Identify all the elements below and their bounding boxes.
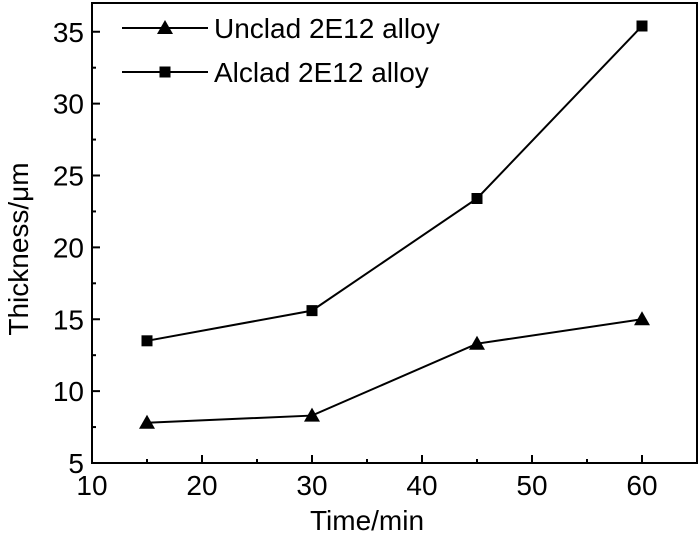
data-point xyxy=(141,335,153,347)
legend-label: Unclad 2E12 alloy xyxy=(214,13,440,44)
y-tick-label: 30 xyxy=(53,89,84,120)
series-alclad xyxy=(141,20,648,347)
y-tick-label: 35 xyxy=(53,17,84,48)
plot-frame xyxy=(91,2,698,464)
data-point xyxy=(634,311,650,326)
data-point xyxy=(471,193,483,204)
y-tick-label: 15 xyxy=(53,304,84,335)
plot-area xyxy=(91,2,698,464)
data-point xyxy=(636,20,648,32)
x-tick-label: 30 xyxy=(296,470,327,501)
data-point xyxy=(469,335,485,350)
legend-marker xyxy=(157,20,173,34)
legend: Unclad 2E12 alloy Alclad 2E12 alloy xyxy=(122,13,440,88)
x-axis-label: Time/min xyxy=(310,505,424,536)
x-tick-label: 50 xyxy=(516,470,547,501)
legend-item: Alclad 2E12 alloy xyxy=(122,57,429,88)
series-line xyxy=(146,25,643,342)
x-tick-label: 20 xyxy=(186,470,217,501)
y-axis-ticks: 5 10 15 20 25 30 35 xyxy=(53,17,100,479)
series-layer xyxy=(139,20,650,429)
series-line xyxy=(146,318,643,424)
x-tick-label: 10 xyxy=(76,470,107,501)
data-point xyxy=(306,305,318,317)
x-tick-label: 60 xyxy=(626,470,657,501)
data-point xyxy=(139,414,155,429)
legend-label: Alclad 2E12 alloy xyxy=(214,57,429,88)
legend-marker xyxy=(159,66,171,78)
y-axis-label: Thickness/μm xyxy=(3,162,34,335)
x-axis-ticks: 10 20 30 40 50 60 xyxy=(76,455,658,501)
y-tick-label: 20 xyxy=(53,232,84,263)
legend-item: Unclad 2E12 alloy xyxy=(122,13,440,44)
x-tick-label: 40 xyxy=(406,470,437,501)
y-tick-label: 10 xyxy=(53,376,84,407)
data-point xyxy=(304,407,320,422)
y-tick-label: 5 xyxy=(68,448,84,479)
y-tick-label: 25 xyxy=(53,161,84,192)
series-unclad xyxy=(139,311,650,429)
